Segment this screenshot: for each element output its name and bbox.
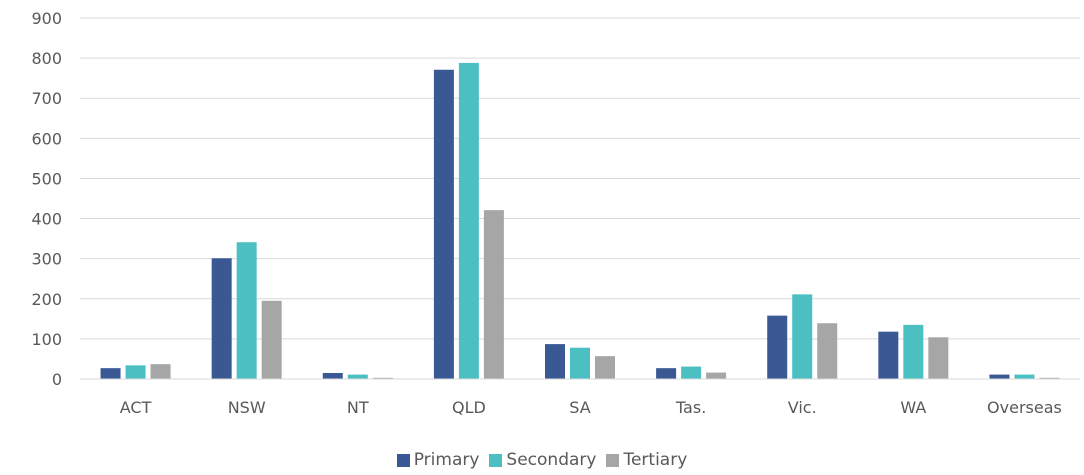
bar-secondary-nt (347, 374, 368, 379)
y-tick-label: 300 (31, 250, 62, 269)
legend-swatch-secondary (489, 453, 503, 467)
bar-tertiary-nsw (261, 300, 282, 379)
x-tick-label: NT (347, 398, 369, 417)
bar-secondary-sa (570, 347, 590, 379)
x-axis-ticks: ACT NSW NT QLD SA Tas. Vic. WA Overseas (120, 398, 1062, 417)
bar-tertiary-wa (928, 337, 949, 379)
legend-label-tertiary: Tertiary (623, 450, 688, 470)
bar-tertiary-vic (817, 323, 838, 379)
bar-secondary-wa (903, 324, 924, 379)
y-tick-label: 0 (52, 370, 62, 389)
y-tick-label: 500 (31, 169, 62, 188)
bar-primary-tas (656, 368, 677, 379)
y-tick-label: 900 (31, 9, 62, 28)
y-tick-label: 100 (31, 330, 62, 349)
bar-tertiary-sa (595, 356, 615, 379)
bar-chart: 0 100 200 300 400 500 600 700 800 900 ACT NSW NT QLD… (31, 9, 1080, 417)
bars (100, 62, 1060, 380)
bar-tertiary-nt (372, 377, 393, 379)
x-tick-label: QLD (452, 398, 486, 417)
bar-secondary-vic (792, 294, 813, 379)
bar-primary-sa (545, 344, 565, 379)
y-tick-label: 200 (31, 290, 62, 309)
x-tick-label: WA (900, 398, 926, 417)
x-tick-label: NSW (228, 398, 266, 417)
legend-item-tertiary: Tertiary (606, 450, 687, 470)
legend-swatch-tertiary (606, 453, 620, 467)
bar-secondary-tas (681, 366, 702, 379)
legend-swatch-primary (396, 453, 410, 467)
bar-primary-act (100, 368, 121, 379)
x-tick-label: Tas. (675, 398, 706, 417)
bar-tertiary-overseas (1039, 377, 1060, 379)
bar-secondary-overseas (1014, 374, 1035, 379)
x-tick-label: ACT (120, 398, 152, 417)
bar-secondary-nsw (236, 242, 257, 379)
y-tick-label: 800 (31, 49, 62, 68)
bar-primary-nt (322, 372, 343, 379)
legend-label-primary: Primary (413, 450, 480, 470)
y-tick-label: 700 (31, 89, 62, 108)
y-tick-label: 400 (31, 210, 62, 229)
legend-item-secondary: Secondary (489, 450, 596, 470)
legend-label-secondary: Secondary (506, 450, 597, 470)
y-tick-label: 600 (31, 129, 62, 148)
x-tick-label: Overseas (987, 398, 1062, 417)
legend: Primary Secondary Tertiary (0, 450, 1084, 470)
bar-tertiary-tas (706, 372, 727, 379)
x-tick-label: Vic. (788, 398, 817, 417)
bar-secondary-qld (458, 62, 479, 380)
bar-primary-qld (433, 69, 454, 379)
x-tick-label: SA (569, 398, 590, 417)
bar-primary-wa (878, 331, 899, 379)
bar-secondary-act (125, 365, 146, 379)
y-axis-ticks: 0 100 200 300 400 500 600 700 800 900 (31, 9, 62, 389)
bar-tertiary-act (150, 364, 171, 379)
bar-primary-overseas (989, 374, 1010, 379)
bar-tertiary-qld (483, 210, 504, 379)
legend-item-primary: Primary (396, 450, 480, 470)
bar-primary-vic (767, 315, 788, 379)
bar-primary-nsw (211, 258, 232, 379)
